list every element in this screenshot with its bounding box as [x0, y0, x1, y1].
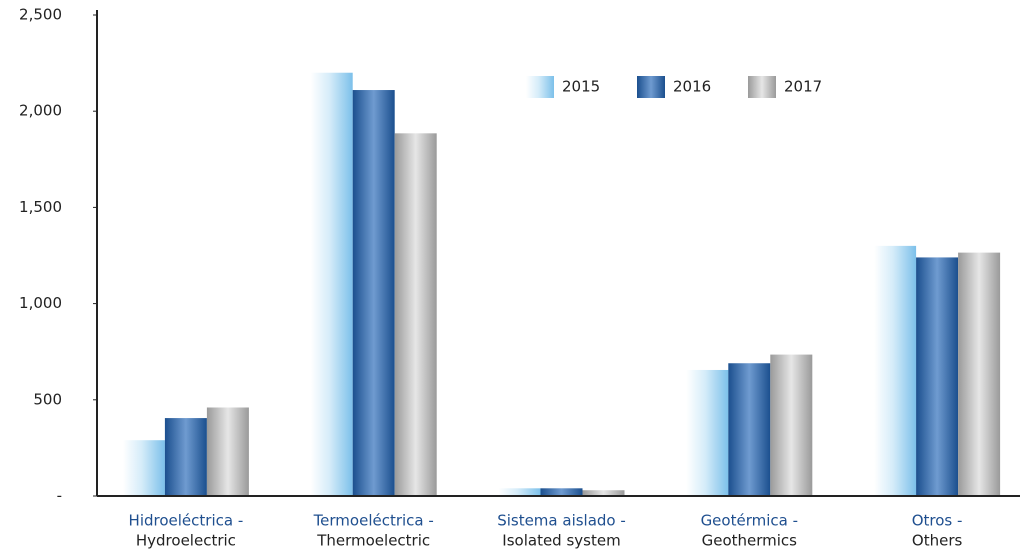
x-tick-label: Sistema aislado -	[497, 512, 626, 530]
x-tick-label: Geothermics	[702, 532, 798, 550]
y-tick-label: 2,000	[19, 102, 62, 120]
bar	[874, 245, 917, 496]
legend-swatch	[748, 76, 776, 98]
y-tick-label: 1,000	[19, 294, 62, 312]
legend-swatch	[637, 76, 665, 98]
bar	[164, 418, 207, 496]
y-tick-label: 2,500	[19, 6, 62, 24]
x-tick-label: Thermoelectric	[316, 532, 430, 550]
y-tick-label: 500	[33, 390, 62, 408]
bar	[498, 488, 541, 496]
legend-label: 2017	[784, 78, 822, 96]
x-tick-label: Others	[912, 532, 963, 550]
legend-label: 2016	[673, 78, 711, 96]
x-tick-label: Isolated system	[502, 532, 620, 550]
bar	[582, 490, 625, 496]
bar	[770, 354, 813, 496]
y-tick-label: 1,500	[19, 198, 62, 216]
legend-label: 2015	[562, 78, 600, 96]
bar	[352, 90, 395, 496]
bar	[310, 72, 353, 496]
bar	[728, 363, 771, 496]
bar	[686, 369, 729, 496]
y-tick-label: -	[57, 487, 62, 505]
bar	[540, 488, 583, 496]
bar	[122, 440, 165, 496]
x-tick-label: Geotérmica -	[701, 512, 798, 530]
x-tick-label: Hidroeléctrica -	[129, 512, 244, 530]
x-tick-label: Hydroelectric	[136, 532, 236, 550]
legend-swatch	[526, 76, 554, 98]
bar	[206, 407, 249, 496]
bar	[394, 133, 437, 497]
bar	[958, 252, 1001, 496]
bar	[916, 257, 959, 496]
x-tick-label: Otros -	[912, 512, 963, 530]
x-tick-label: Termoeléctrica -	[313, 512, 434, 530]
